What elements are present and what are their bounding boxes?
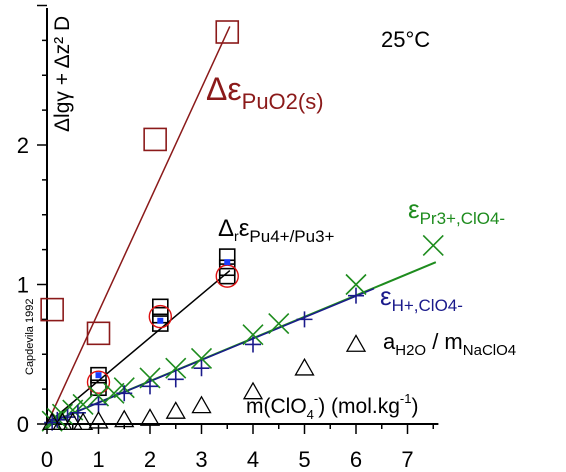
fit-line-pu43 xyxy=(46,269,231,425)
x-axis-label-sub: 4 xyxy=(307,407,314,422)
series-water xyxy=(42,334,367,431)
x-tick-label: 0 xyxy=(41,447,53,472)
data-point-triangle xyxy=(62,412,83,431)
data-point-triangle xyxy=(42,412,63,431)
data-point-square xyxy=(90,366,107,384)
data-point-x xyxy=(242,324,264,346)
series-label-pr-clo4: εPr3+,ClO4- xyxy=(408,194,505,228)
data-point-triangle xyxy=(242,381,264,400)
x-axis-label-sup: - xyxy=(314,391,318,406)
data-point-triangle xyxy=(88,410,109,429)
data-point-triangle xyxy=(294,357,315,376)
data-point-plus xyxy=(49,411,66,428)
data-point-circle xyxy=(148,304,173,329)
x-tick-label: 6 xyxy=(350,447,362,472)
data-point-square xyxy=(143,127,167,152)
x-tick-label: 4 xyxy=(247,447,259,472)
data-point-square xyxy=(152,298,169,316)
y-tick-label: 1 xyxy=(17,273,29,298)
data-point-plus xyxy=(348,287,364,304)
data-point-plus xyxy=(167,371,184,388)
y-tick-label: 0 xyxy=(17,412,29,437)
data-point-triangle xyxy=(345,334,367,352)
data-point-plus xyxy=(142,378,158,395)
axes: 0 1 2 0 1 2 3 4 5 6 7 xyxy=(17,4,439,472)
data-point-plus xyxy=(69,404,86,421)
data-point-x xyxy=(72,393,94,416)
data-point-triangle xyxy=(52,412,73,431)
source-label: Capdevila 1992 xyxy=(24,299,36,375)
data-point-x xyxy=(345,273,367,296)
x-axis-label-units-sup: -1 xyxy=(400,391,412,406)
data-marks xyxy=(40,20,444,432)
series-label-pu43: ΔrεPu4+/Pu3+ xyxy=(218,215,335,246)
data-point-plus xyxy=(90,396,107,413)
data-point-square xyxy=(215,20,240,44)
series-puo2 xyxy=(40,20,240,346)
data-point-plus xyxy=(116,385,133,402)
y-axis-label: Δlgγ + Δz² D xyxy=(51,16,74,132)
x-tick-label: 7 xyxy=(401,447,413,472)
data-point-triangle xyxy=(191,395,212,414)
data-point-triangle xyxy=(165,401,186,419)
data-point-x xyxy=(103,382,125,404)
data-point-square xyxy=(218,267,236,285)
fit-line-puo2 xyxy=(46,26,231,425)
series-label-puo2: ΔεPuO2(s) xyxy=(206,71,324,114)
data-point-square xyxy=(152,315,169,332)
x-axis-label-units: ) (mol.kg xyxy=(318,395,400,418)
data-point-triangle xyxy=(139,408,161,426)
x-tick-label: 3 xyxy=(195,447,207,472)
data-point-x xyxy=(268,312,290,335)
x-tick-label: 2 xyxy=(144,447,156,472)
series-label-h-clo4: εH+,ClO4- xyxy=(380,281,463,315)
data-point-dot xyxy=(224,259,231,266)
temperature-label: 25°C xyxy=(381,27,430,52)
data-point-triangle xyxy=(72,412,94,431)
data-point-x xyxy=(139,367,161,389)
x-axis-label-main: m(ClO xyxy=(246,395,307,418)
x-tick-label: 5 xyxy=(298,447,310,472)
x-axis-label: m(ClO4-) (mol.kg-1) xyxy=(246,391,418,422)
series-label-water: aH2O / mNaClO4 xyxy=(383,329,516,359)
data-point-triangle xyxy=(114,409,135,428)
data-point-plus xyxy=(296,311,313,328)
x-axis-label-close: ) xyxy=(411,395,418,418)
data-point-square xyxy=(40,297,64,322)
data-point-dot xyxy=(157,317,164,324)
data-point-circle xyxy=(86,370,111,394)
data-point-plus xyxy=(193,360,210,377)
data-point-dot xyxy=(95,372,102,379)
fit-line-h_clo4 xyxy=(46,287,375,425)
data-point-plus xyxy=(245,336,261,353)
data-point-x xyxy=(165,357,187,379)
data-point-x xyxy=(190,347,213,370)
x-tick-label: 1 xyxy=(92,447,104,472)
data-point-x xyxy=(422,234,444,257)
data-point-square xyxy=(86,321,111,346)
y-tick-label: 2 xyxy=(17,133,29,158)
